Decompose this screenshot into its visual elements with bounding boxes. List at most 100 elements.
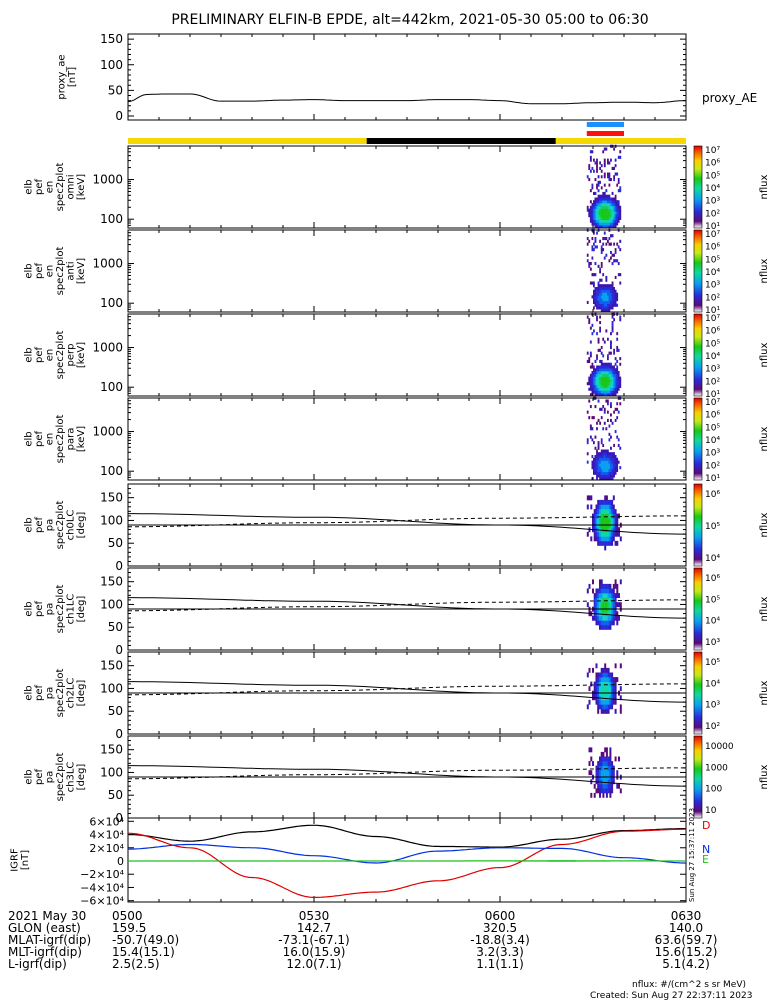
pitch-angle-cell [607, 672, 610, 678]
spectrogram-cell [602, 225, 605, 229]
spectrogram-cell [617, 245, 620, 249]
spectrogram-cell [616, 211, 619, 215]
spectrogram-cell [600, 164, 603, 168]
pitch-angle-cell [602, 518, 605, 524]
spectrogram-cell [602, 191, 605, 195]
spectrogram-cell [596, 197, 598, 201]
pitch-angle-cell [604, 672, 607, 678]
pitch-angle-cell [607, 677, 610, 682]
spectrogram-cell [614, 379, 617, 383]
pitch-angle-cell [597, 677, 600, 682]
pitch-angle-cell [612, 611, 615, 617]
pitch-angle-cell [605, 792, 608, 798]
spectrogram-cell [619, 248, 622, 252]
pitch-angle-cell [597, 597, 600, 603]
pitch-angle-cell [588, 747, 591, 753]
spectrogram-cell [607, 371, 609, 375]
spectrogram-cell [589, 326, 592, 330]
spectrogram-cell [593, 169, 595, 173]
spectrogram-cell [614, 382, 617, 386]
pitch-angle-cell [599, 602, 601, 608]
spectrogram-cell [602, 468, 605, 472]
colorbar-tick-label: 10⁴ [705, 268, 720, 278]
spectrogram-cell [603, 216, 606, 220]
spectrogram-cell [610, 351, 612, 355]
spectrogram-cell [603, 410, 606, 414]
spectrogram-cell [591, 373, 594, 377]
spectrogram-cell [611, 321, 614, 325]
pitch-angle-cell [616, 513, 619, 519]
spectrogram-cell [610, 300, 612, 304]
spectrogram-cell [597, 471, 600, 475]
pitch-angle-cell [609, 761, 612, 766]
spectrogram-cell [605, 147, 608, 151]
spectrogram-cell [614, 468, 617, 472]
spectrogram-cell [599, 457, 601, 461]
pitch-angle-cell [605, 611, 608, 617]
spectrogram-cell [596, 208, 598, 212]
spectrogram-cell [597, 194, 600, 198]
spectrogram-cell [594, 460, 597, 464]
spectrogram-cell [610, 468, 612, 472]
spectrogram-cell [613, 455, 615, 459]
spectrogram-cell [600, 365, 603, 369]
pitch-angle-cell [619, 536, 622, 542]
spectrogram-cell [600, 382, 603, 386]
spectrogram-cell [613, 166, 615, 170]
spectrogram-cell [591, 362, 594, 366]
igrf-tick-label: 4×10⁴ [89, 829, 124, 842]
spectrogram-cell [610, 256, 612, 260]
pitch-angle-cell [609, 540, 612, 546]
spectrogram-cell [613, 205, 615, 209]
colorbar-tick-label: 10⁷ [705, 314, 720, 324]
y-axis-label-line: [deg] [76, 596, 87, 623]
pitch-angle-cell [593, 597, 596, 603]
spectrogram-cell [608, 368, 611, 372]
pitch-angle-cell [605, 765, 608, 771]
spectrogram-cell [602, 216, 605, 220]
spectrogram-cell [610, 340, 612, 344]
pitch-angle-cell [611, 672, 614, 678]
spectrogram-cell [603, 161, 606, 165]
spectrogram-cell [607, 216, 609, 220]
spectrogram-cell [617, 211, 620, 215]
spectrogram-cell [603, 365, 606, 369]
spectrogram-cell [599, 298, 601, 302]
pitch-angle-cell [607, 602, 610, 608]
y-axis-label-line: spec2plot [55, 163, 66, 212]
spectrogram-cell [614, 357, 617, 361]
pitch-angle-cell [604, 756, 607, 762]
spectrogram-cell [610, 418, 612, 422]
pitch-angle-cell [586, 531, 589, 537]
y-axis-label-line: en [45, 181, 56, 194]
spectrogram-cell [588, 399, 591, 403]
pitch-angle-cell [599, 499, 601, 505]
eclipse-bar-eclipse [366, 138, 556, 144]
spectrogram-cell [597, 183, 600, 187]
spectrogram-cell [614, 172, 617, 176]
pitch-angle-cell [616, 531, 619, 537]
pitch-angle-cell [588, 583, 591, 589]
igrf-legend-n: N [702, 843, 710, 856]
spectrogram-cell [619, 186, 622, 190]
pitch-angle-tick-label: 100 [100, 765, 123, 779]
colorbar-tick-label: 10⁵ [705, 595, 720, 605]
colorbar-tick-label: 10⁵ [705, 522, 720, 532]
spectrogram-cell [586, 175, 589, 179]
colorbar-tick-label: 10² [705, 461, 720, 471]
spectrogram-cell [617, 371, 620, 375]
colorbar-tick-label: 10⁶ [705, 490, 720, 500]
pitch-angle-cell [602, 615, 605, 621]
y-axis-label-line: pef [34, 347, 45, 364]
spectrogram-cell [593, 231, 595, 235]
spectrogram-cell [600, 384, 603, 388]
spectrogram-cell [591, 203, 594, 207]
y-axis-label-line: spec2plot [55, 501, 66, 550]
y-axis-label-line: pef [34, 179, 45, 196]
spectrogram-cell [593, 289, 595, 293]
igrf-stamp: Sun Aug 27 15:37:11 2023 [688, 808, 696, 902]
spectrogram-cell [607, 384, 609, 388]
spectrogram-cell [600, 175, 603, 179]
spectrogram-cell [599, 270, 601, 274]
